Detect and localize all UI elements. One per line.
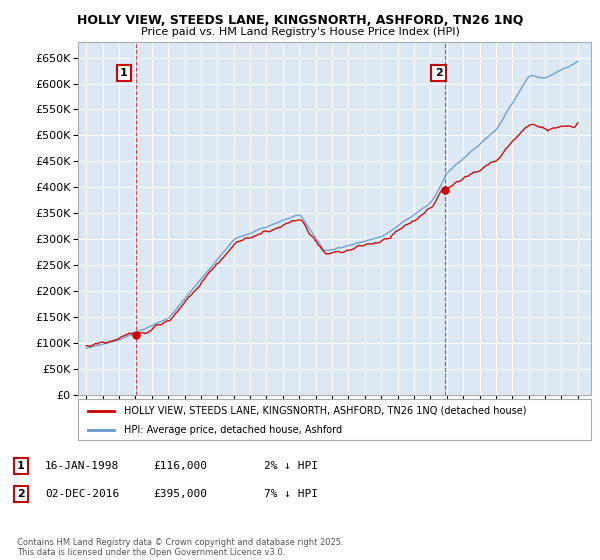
- Text: Contains HM Land Registry data © Crown copyright and database right 2025.
This d: Contains HM Land Registry data © Crown c…: [17, 538, 343, 557]
- Text: 1: 1: [120, 68, 128, 78]
- Text: 7% ↓ HPI: 7% ↓ HPI: [264, 489, 318, 499]
- Text: Price paid vs. HM Land Registry's House Price Index (HPI): Price paid vs. HM Land Registry's House …: [140, 27, 460, 37]
- Text: 2% ↓ HPI: 2% ↓ HPI: [264, 461, 318, 471]
- Text: HOLLY VIEW, STEEDS LANE, KINGSNORTH, ASHFORD, TN26 1NQ (detached house): HOLLY VIEW, STEEDS LANE, KINGSNORTH, ASH…: [124, 405, 527, 416]
- Text: 16-JAN-1998: 16-JAN-1998: [45, 461, 119, 471]
- Text: 02-DEC-2016: 02-DEC-2016: [45, 489, 119, 499]
- Text: 2: 2: [17, 489, 25, 499]
- Text: 1: 1: [17, 461, 25, 471]
- Text: HOLLY VIEW, STEEDS LANE, KINGSNORTH, ASHFORD, TN26 1NQ: HOLLY VIEW, STEEDS LANE, KINGSNORTH, ASH…: [77, 14, 523, 27]
- Text: 2: 2: [435, 68, 442, 78]
- Text: £116,000: £116,000: [153, 461, 207, 471]
- Text: £395,000: £395,000: [153, 489, 207, 499]
- Text: HPI: Average price, detached house, Ashford: HPI: Average price, detached house, Ashf…: [124, 424, 342, 435]
